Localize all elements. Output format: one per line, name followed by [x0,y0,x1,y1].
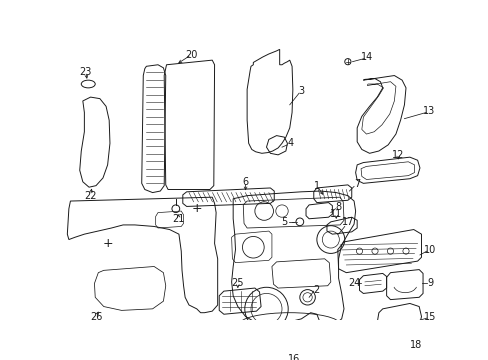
Text: 2: 2 [313,285,319,294]
Text: 13: 13 [422,106,434,116]
Text: 11: 11 [329,209,342,219]
Text: 25: 25 [231,278,244,288]
Text: 22: 22 [84,191,97,201]
Text: 26: 26 [90,311,102,321]
Text: 6: 6 [242,177,248,187]
Text: 16: 16 [287,354,299,360]
Text: 18: 18 [409,340,421,350]
Text: 17: 17 [341,217,353,227]
Text: 8: 8 [335,202,341,212]
Text: 10: 10 [423,244,435,255]
Text: 12: 12 [391,150,404,160]
Text: +: + [102,237,113,250]
Text: 15: 15 [423,311,435,321]
Text: 9: 9 [426,278,432,288]
Text: 23: 23 [80,67,92,77]
Text: 20: 20 [185,50,197,60]
Text: 1: 1 [313,181,319,191]
Text: 24: 24 [347,278,360,288]
Text: 5: 5 [281,217,287,227]
Text: 3: 3 [298,86,304,96]
Text: 4: 4 [287,138,293,148]
Text: 14: 14 [360,52,373,62]
Text: 7: 7 [353,179,360,189]
Text: 21: 21 [172,214,185,224]
Text: +: + [191,202,202,215]
